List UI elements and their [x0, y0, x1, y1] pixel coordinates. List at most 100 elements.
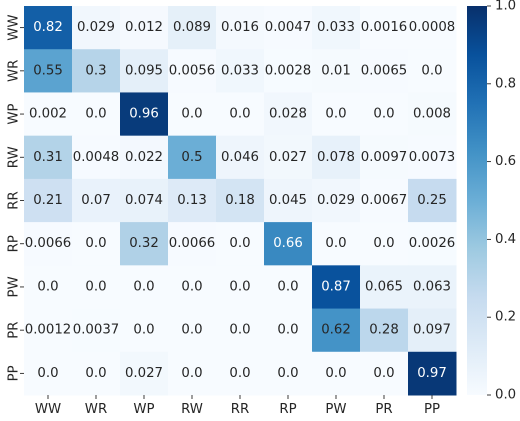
heatmap-cell-pw-rp: [264, 265, 313, 310]
cell-label: 0.046: [221, 150, 259, 165]
x-tick-label: PW: [325, 402, 346, 417]
heatmap-cell-rw-rr: [216, 135, 265, 180]
heatmap-cell-pp-ww: [24, 351, 73, 396]
cell-label: 0.87: [321, 279, 351, 294]
cell-label: 0.0: [181, 366, 202, 381]
y-tick-label: RW: [7, 146, 22, 168]
heatmap-cell-pr-pr: [360, 308, 409, 353]
y-tick-label: PP: [7, 365, 22, 381]
cell-label: 0.097: [413, 323, 451, 338]
cell-label: 0.078: [317, 150, 355, 165]
cell-label: 0.66: [273, 236, 303, 251]
heatmap-cell-rr-wr: [72, 178, 121, 223]
heatmap-cell-wp-rw: [168, 92, 217, 137]
x-tick-label: WR: [85, 402, 107, 417]
heatmap-cell-wp-wp: [120, 92, 169, 137]
heatmap-cell-pr-pp: [408, 308, 457, 353]
cell-label: 0.97: [417, 366, 447, 381]
cell-label: 0.0: [373, 107, 394, 122]
heatmap-cell-pw-wp: [120, 265, 169, 310]
cell-label: 0.028: [269, 107, 307, 122]
heatmap-cell-pp-pp: [408, 351, 457, 396]
heatmap-cell-wp-rr: [216, 92, 265, 137]
heatmap-cell-rw-rp: [264, 135, 313, 180]
cell-label: 0.01: [321, 63, 351, 78]
cell-label: 0.0: [373, 236, 394, 251]
heatmap-cell-pr-wp: [120, 308, 169, 353]
cell-label: 0.0: [85, 366, 106, 381]
heatmap-cell-wp-pw: [312, 92, 361, 137]
heatmap-cell-pr-rr: [216, 308, 265, 353]
heatmap-cell-pp-rr: [216, 351, 265, 396]
heatmap-cell-rp-ww: [24, 222, 73, 266]
heatmap-cell-pw-rr: [216, 265, 265, 310]
heatmap-cell-wp-rp: [264, 92, 313, 137]
cell-label: 0.0: [229, 279, 250, 294]
heatmap-cell-rr-pw: [312, 178, 361, 223]
cell-label: 0.18: [225, 193, 255, 208]
cell-label: 0.0037: [73, 323, 120, 338]
cell-label: 0.033: [317, 20, 355, 35]
cell-label: 0.074: [125, 193, 163, 208]
cell-label: 0.0: [421, 63, 442, 78]
x-tick-label: WW: [35, 402, 61, 417]
heatmap-cell-rp-pw: [312, 222, 361, 266]
cell-label: 0.0047: [265, 20, 312, 35]
heatmap-cell-wr-rr: [216, 49, 265, 93]
cell-label: 0.0: [229, 366, 250, 381]
heatmap-cell-rw-wp: [120, 135, 169, 180]
heatmap-cell-ww-wr: [72, 6, 121, 50]
cell-label: 0.0056: [169, 63, 216, 78]
heatmap-cell-ww-pr: [360, 6, 409, 50]
heatmap-cell-ww-pp: [408, 6, 457, 50]
colorbar-tick-label: 1.0: [495, 0, 516, 14]
cell-label: 0.029: [77, 20, 115, 35]
heatmap-cell-rw-ww: [24, 135, 73, 180]
heatmap-cell-pw-pw: [312, 265, 361, 310]
cell-label: 0.016: [221, 20, 259, 35]
heatmap-cell-pr-rp: [264, 308, 313, 353]
heatmap-cell-pr-rw: [168, 308, 217, 353]
cell-label: 0.0: [181, 107, 202, 122]
heatmap-cell-wr-rw: [168, 49, 217, 93]
cell-label: 0.0: [37, 366, 58, 381]
heatmap-cell-ww-ww: [24, 6, 73, 50]
cell-label: 0.0065: [361, 63, 408, 78]
heatmap-cell-rp-pr: [360, 222, 409, 266]
cell-label: 0.96: [129, 107, 159, 122]
heatmap-cell-wp-pp: [408, 92, 457, 137]
heatmap-cell-rw-wr: [72, 135, 121, 180]
heatmap-cell-wr-pw: [312, 49, 361, 93]
heatmap-cell-pp-rw: [168, 351, 217, 396]
heatmap-cell-rw-pp: [408, 135, 457, 180]
heatmap-cell-wr-pr: [360, 49, 409, 93]
cell-label: 0.0008: [409, 20, 456, 35]
heatmap-cell-wr-wp: [120, 49, 169, 93]
cell-label: 0.0: [325, 366, 346, 381]
heatmap-cell-rp-rw: [168, 222, 217, 266]
heatmap-cell-wr-ww: [24, 49, 73, 93]
cell-label: 0.0067: [361, 193, 408, 208]
y-tick-label: WR: [7, 60, 22, 82]
heatmap-cell-rp-wr: [72, 222, 121, 266]
heatmap-cell-rr-pp: [408, 178, 457, 223]
heatmap-cell-wr-rp: [264, 49, 313, 93]
heatmap-cell-pp-pw: [312, 351, 361, 396]
heatmap-cell-wr-pp: [408, 49, 457, 93]
cell-label: 0.0: [181, 279, 202, 294]
heatmap-cell-pp-pr: [360, 351, 409, 396]
cell-label: 0.0: [133, 279, 154, 294]
heatmap-cell-ww-wp: [120, 6, 169, 50]
cell-label: 0.82: [33, 20, 63, 35]
x-tick-label: RW: [181, 402, 203, 417]
heatmap-cell-wr-wr: [72, 49, 121, 93]
x-tick-label: RR: [231, 402, 249, 417]
heatmap-cell-pw-rw: [168, 265, 217, 310]
y-axis: WW WR WP RW RR RP PW PR PP: [7, 14, 24, 381]
y-tick-label: RP: [7, 235, 22, 252]
cell-label: 0.0: [373, 366, 394, 381]
cell-label: 0.0048: [73, 150, 120, 165]
x-axis: WW WR WP RW RR RP PW PR PP: [35, 395, 440, 417]
heatmap-cell-pw-wr: [72, 265, 121, 310]
cell-label: 0.0: [181, 323, 202, 338]
